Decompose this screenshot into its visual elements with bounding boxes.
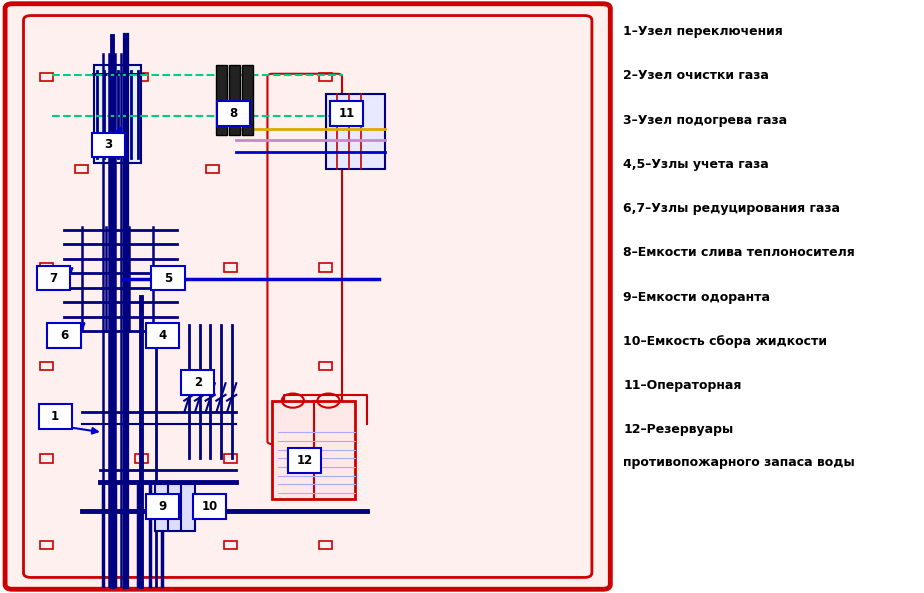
Text: 12–Резервуары: 12–Резервуары bbox=[623, 423, 734, 436]
Bar bbox=[272, 401, 355, 499]
FancyBboxPatch shape bbox=[92, 133, 126, 157]
FancyBboxPatch shape bbox=[146, 494, 178, 519]
Text: 5: 5 bbox=[164, 272, 172, 285]
Text: 6,7–Узлы редуцирования газа: 6,7–Узлы редуцирования газа bbox=[623, 202, 840, 215]
Text: 9–Емкости одоранта: 9–Емкости одоранта bbox=[623, 291, 771, 304]
FancyBboxPatch shape bbox=[288, 448, 322, 473]
Text: 3–Узел подогрева газа: 3–Узел подогрева газа bbox=[623, 113, 787, 126]
Bar bbox=[228, 65, 239, 135]
FancyBboxPatch shape bbox=[181, 484, 195, 531]
FancyBboxPatch shape bbox=[193, 494, 226, 519]
Text: 1: 1 bbox=[51, 410, 59, 423]
FancyBboxPatch shape bbox=[37, 266, 70, 291]
FancyBboxPatch shape bbox=[155, 484, 169, 531]
Text: 2: 2 bbox=[194, 375, 201, 388]
Text: 10: 10 bbox=[201, 500, 218, 513]
FancyBboxPatch shape bbox=[39, 404, 72, 429]
Text: 10–Емкость сбора жидкости: 10–Емкость сбора жидкости bbox=[623, 335, 827, 348]
Text: 4: 4 bbox=[158, 329, 166, 342]
Text: 9: 9 bbox=[158, 500, 166, 513]
Bar bbox=[242, 65, 253, 135]
Text: 6: 6 bbox=[60, 329, 68, 342]
FancyBboxPatch shape bbox=[181, 370, 214, 394]
FancyBboxPatch shape bbox=[146, 323, 178, 348]
FancyBboxPatch shape bbox=[47, 323, 80, 348]
Text: 3: 3 bbox=[104, 139, 113, 151]
Text: 2–Узел очистки газа: 2–Узел очистки газа bbox=[623, 69, 769, 82]
Text: 8–Емкости слива теплоносителя: 8–Емкости слива теплоносителя bbox=[623, 246, 855, 259]
Text: 4,5–Узлы учета газа: 4,5–Узлы учета газа bbox=[623, 158, 769, 171]
FancyBboxPatch shape bbox=[330, 101, 363, 126]
Text: 7: 7 bbox=[49, 272, 57, 285]
FancyBboxPatch shape bbox=[217, 101, 250, 126]
Text: 12: 12 bbox=[297, 454, 313, 467]
Bar bbox=[325, 94, 385, 169]
Text: 8: 8 bbox=[229, 107, 237, 120]
Text: противопожарного запаса воды: противопожарного запаса воды bbox=[623, 456, 855, 469]
Text: 11–Операторная: 11–Операторная bbox=[623, 379, 742, 392]
Text: 1–Узел переключения: 1–Узел переключения bbox=[623, 25, 783, 38]
Bar bbox=[215, 65, 226, 135]
FancyBboxPatch shape bbox=[152, 266, 185, 291]
FancyBboxPatch shape bbox=[168, 484, 182, 531]
Text: 11: 11 bbox=[338, 107, 355, 120]
Bar bbox=[94, 65, 141, 164]
FancyBboxPatch shape bbox=[5, 4, 611, 589]
